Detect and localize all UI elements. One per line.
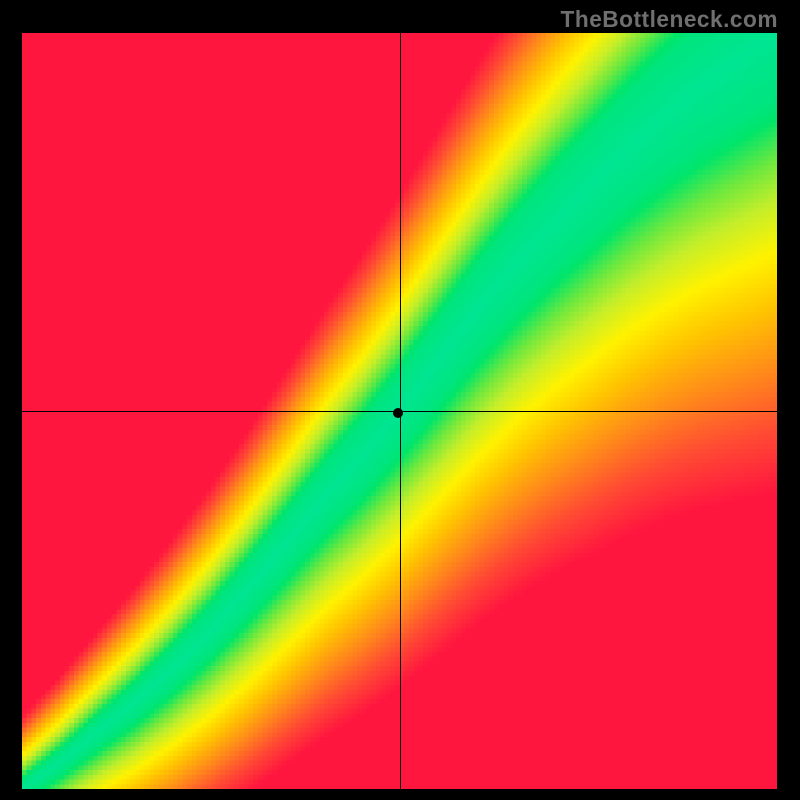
center-marker xyxy=(393,408,403,418)
stage: TheBottleneck.com xyxy=(0,0,800,800)
plot-frame xyxy=(22,33,777,789)
watermark-text: TheBottleneck.com xyxy=(561,6,778,33)
